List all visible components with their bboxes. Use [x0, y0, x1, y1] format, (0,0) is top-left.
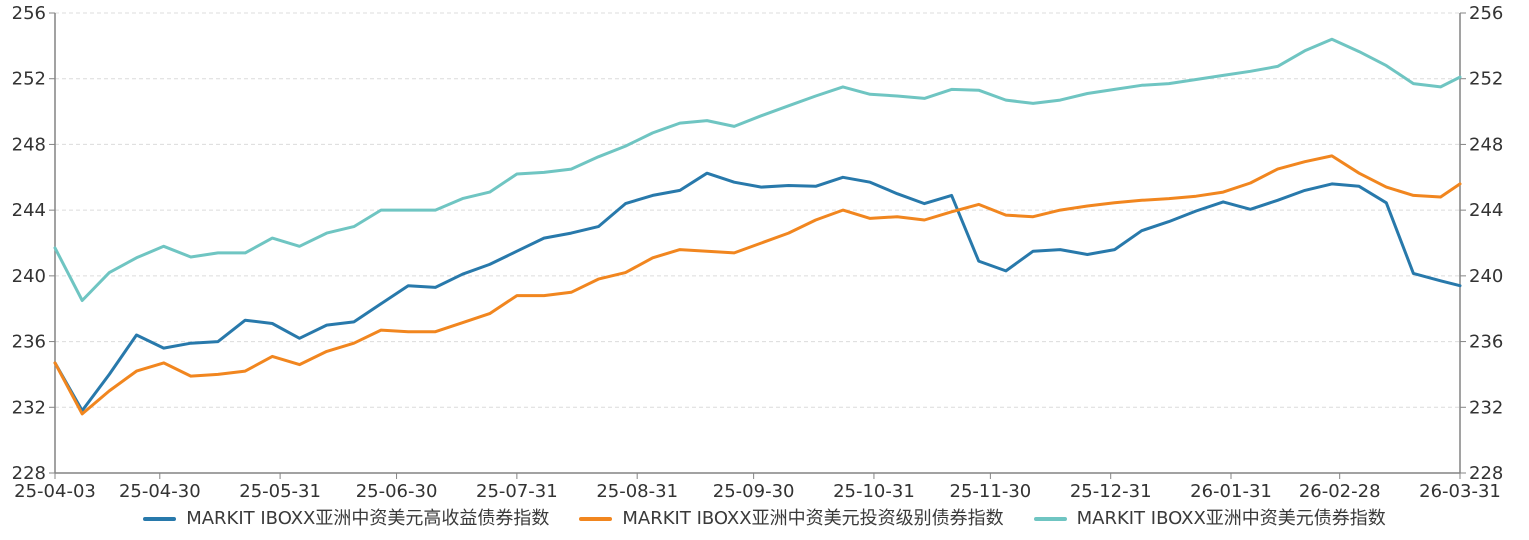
x-axis-label: 25-04-30: [119, 481, 201, 502]
legend-label-investment-grade: MARKIT IBOXX亚洲中资美元投资级别债券指数: [622, 508, 1004, 529]
x-axis-label: 25-08-31: [596, 481, 678, 502]
high-yield-series-swatch: [143, 517, 177, 521]
investment-grade-series-swatch: [579, 517, 613, 521]
y-axis-label-left: 256: [12, 3, 46, 24]
y-axis-label-left: 232: [12, 397, 46, 418]
overall-bond-series-swatch: [1033, 517, 1067, 521]
series-line-1: [53, 154, 1462, 416]
y-axis-label-right: 228: [1469, 463, 1503, 484]
x-axis-label: 25-07-31: [476, 481, 558, 502]
x-axis-label: 25-09-30: [713, 481, 795, 502]
legend-label-overall-bond: MARKIT IBOXX亚洲中资美元债券指数: [1076, 508, 1386, 529]
legend-item-high-yield-index[interactable]: MARKIT IBOXX亚洲中资美元高收益债券指数: [143, 510, 549, 528]
y-axis-label-left: 248: [12, 134, 46, 155]
y-axis-label-left: 252: [12, 69, 46, 90]
legend-label-high-yield: MARKIT IBOXX亚洲中资美元高收益债券指数: [186, 508, 550, 529]
x-axis-label: 26-01-31: [1190, 481, 1272, 502]
y-axis-label-right: 236: [1469, 332, 1503, 353]
y-axis-label-left: 240: [12, 266, 46, 287]
x-axis-label: 25-10-31: [833, 481, 915, 502]
chart-legend: MARKIT IBOXX亚洲中资美元高收益债券指数 MARKIT IBOXX亚洲…: [0, 504, 1529, 534]
x-axis-label: 25-04-03: [14, 481, 96, 502]
y-axis-label-right: 256: [1469, 3, 1503, 24]
x-axis-label: 25-11-30: [950, 481, 1032, 502]
y-axis-label-left: 244: [12, 200, 46, 221]
y-axis-label-right: 240: [1469, 266, 1503, 287]
series-line-0: [53, 171, 1462, 413]
series-line-2: [53, 37, 1462, 302]
y-axis-label-right: 248: [1469, 134, 1503, 155]
x-axis-label: 26-03-31: [1419, 481, 1501, 502]
y-axis-label-right: 244: [1469, 200, 1503, 221]
x-axis-label: 25-12-31: [1070, 481, 1152, 502]
x-axis-label: 25-05-31: [239, 481, 321, 502]
y-axis-label-left: 228: [12, 463, 46, 484]
x-axis-label: 25-06-30: [356, 481, 438, 502]
y-axis-label-right: 232: [1469, 397, 1503, 418]
legend-item-investment-grade-index[interactable]: MARKIT IBOXX亚洲中资美元投资级别债券指数: [579, 508, 1004, 529]
x-axis-label: 26-02-28: [1299, 481, 1381, 502]
legend-item-overall-bond-index[interactable]: MARKIT IBOXX亚洲中资美元债券指数: [1033, 508, 1386, 529]
y-axis-label-left: 236: [12, 332, 46, 353]
y-axis-label-right: 252: [1469, 69, 1503, 90]
